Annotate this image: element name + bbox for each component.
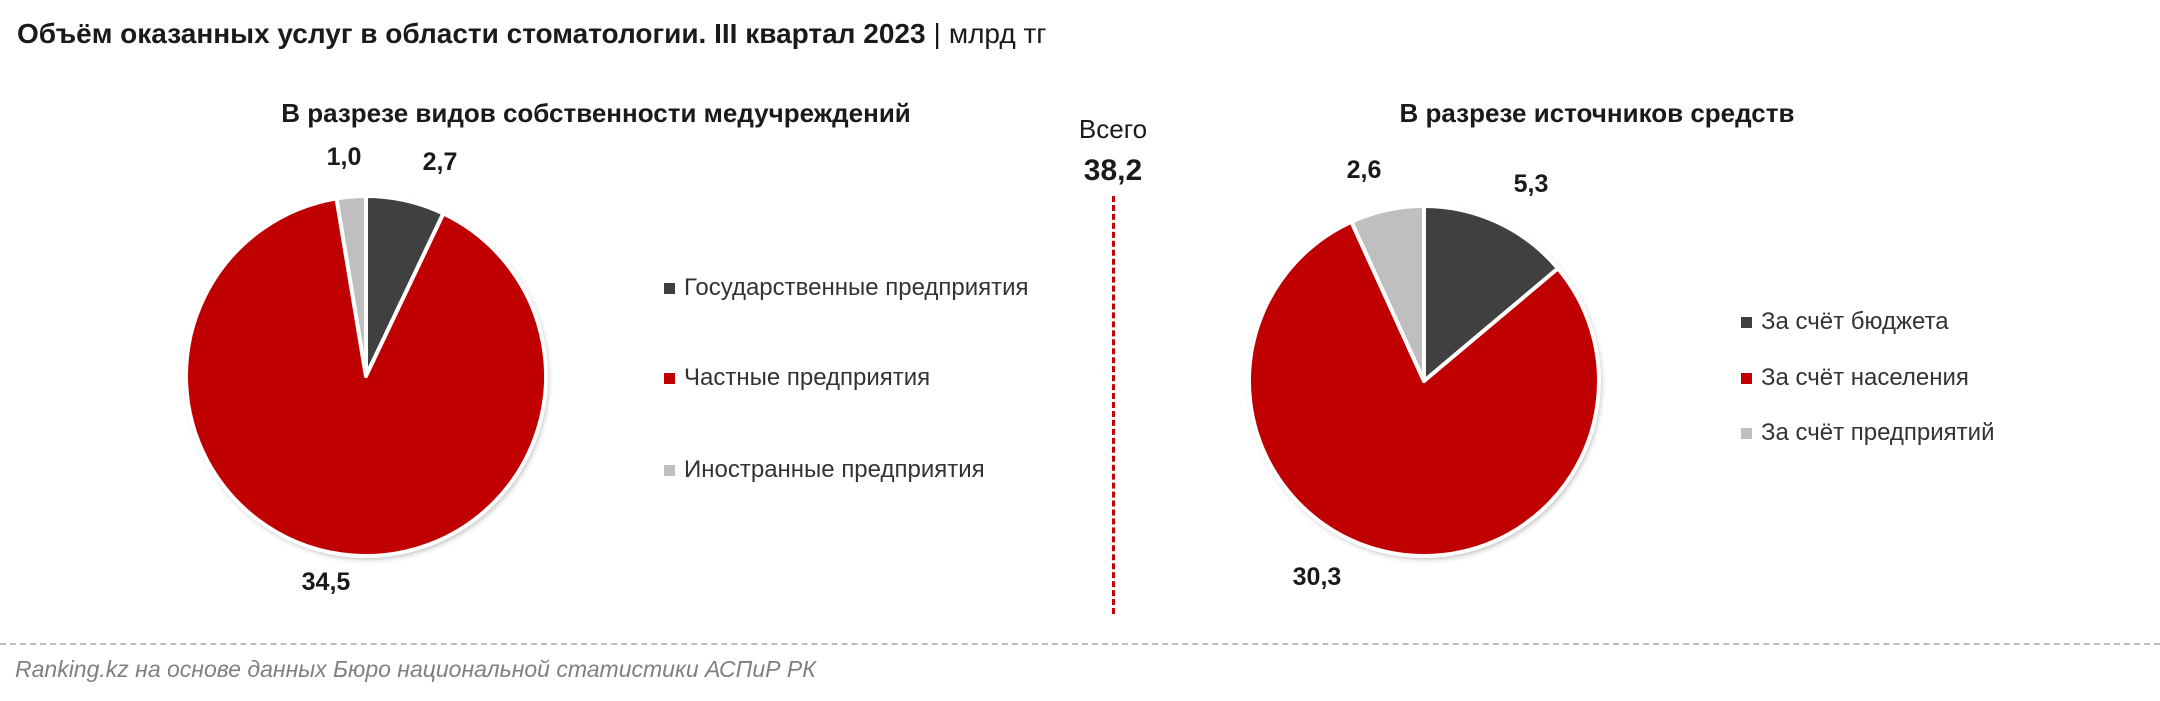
legend-label: Государственные предприятия: [684, 274, 1029, 301]
title-separator: |: [933, 18, 941, 49]
legend-item-за-счёт-бюджета: За счёт бюджета: [1741, 308, 1949, 336]
legend-item-иностранные-предприятия: Иностранные предприятия: [664, 456, 985, 484]
legend-label: За счёт населения: [1761, 364, 1969, 391]
pie-1-title: В разрезе видов собственности медучрежде…: [281, 98, 911, 128]
legend-item-частные-предприятия: Частные предприятия: [664, 364, 930, 392]
pie-1-label-иностранные-предприятия: 1,0: [327, 143, 362, 171]
legend-item-государственные-предприятия: Государственные предприятия: [664, 274, 1029, 302]
legend-item-за-счёт-населения: За счёт населения: [1741, 364, 1969, 392]
pie-1-label-государственные-предприятия: 2,7: [423, 148, 458, 176]
pie-chart-funding: 5,3 30,3 2,6: [1247, 156, 1601, 591]
chart-title: Объём оказанных услуг в области стоматол…: [17, 18, 1047, 50]
pie-2-title: В разрезе источников средств: [1399, 98, 1795, 128]
legend-swatch: [664, 282, 675, 294]
pie-1-label-частные-предприятия: 34,5: [302, 568, 351, 596]
pie-2-label-за-счёт-предприятий: 2,6: [1347, 156, 1382, 184]
legend-label: Иностранные предприятия: [684, 456, 985, 483]
legend-swatch: [664, 464, 675, 476]
legend-swatch: [1741, 316, 1752, 328]
legend-swatch: [1741, 372, 1752, 384]
chart-title-text: Объём оказанных услуг в области стоматол…: [17, 18, 926, 49]
pie-2-label-за-счёт-населения: 30,3: [1293, 563, 1342, 591]
legend-item-за-счёт-предприятий: За счёт предприятий: [1741, 419, 1994, 447]
unit-label: млрд тг: [948, 18, 1047, 49]
legend-swatch: [664, 372, 675, 384]
legend-label: За счёт предприятий: [1761, 419, 1995, 446]
footer-divider: [0, 643, 2160, 645]
pie-2-slice-за-счёт-бюджета: [1422, 204, 1560, 383]
legend-label: Частные предприятия: [684, 364, 931, 391]
total-label: Всего: [1078, 114, 1148, 144]
divider-line: [1112, 196, 1115, 614]
pie-chart-ownership: 2,7 34,5 1,0: [184, 143, 548, 596]
pie-2-label-за-счёт-бюджета: 5,3: [1514, 170, 1549, 198]
pie-2-slice-за-счёт-предприятий: [1349, 204, 1426, 383]
pie-2-slice-за-счёт-населения: [1247, 219, 1601, 558]
legend-label: За счёт бюджета: [1761, 308, 1949, 335]
pie-1-slice-иностранные-предприятия: [334, 194, 368, 378]
legend-swatch: [1741, 427, 1752, 439]
source-note: Ranking.kz на основе данных Бюро национа…: [15, 656, 816, 682]
total-value: 38,2: [1083, 154, 1143, 187]
